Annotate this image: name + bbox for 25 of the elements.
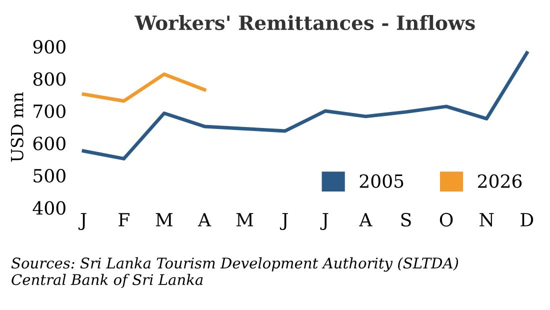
y-tick-label: 700 xyxy=(34,104,66,118)
x-tick-label: M xyxy=(156,213,173,226)
x-tick-label: D xyxy=(520,213,534,226)
source-note: Sources: Sri Lanka Tourism Development Authority (SLTDA) Central Bank of Sri Lanka xyxy=(11,257,458,288)
line-series xyxy=(82,51,529,160)
x-tick-label: M xyxy=(236,213,254,226)
x-tick-label: J xyxy=(78,213,86,230)
y-tick-label: 800 xyxy=(33,72,66,86)
y-axis-title: USD mn xyxy=(10,92,24,162)
x-tick-label: S xyxy=(401,212,411,227)
y-tick-label: 900 xyxy=(33,40,66,54)
line-series xyxy=(82,72,206,103)
y-tick-label: 500 xyxy=(34,168,66,183)
y-tick-label: 600 xyxy=(33,136,66,150)
legend-label: 2026 xyxy=(478,174,522,188)
x-tick-label: A xyxy=(198,213,212,226)
y-tick-label: 400 xyxy=(32,201,66,215)
x-tick-label: O xyxy=(440,212,453,227)
chart-title: Workers' Remittances - Inflows xyxy=(134,15,475,30)
x-tick-label: F xyxy=(118,213,130,226)
x-tick-label: J xyxy=(320,213,328,230)
x-tick-label: A xyxy=(359,213,372,226)
x-tick-label: J xyxy=(280,213,288,230)
legend-label: 2005 xyxy=(360,174,404,188)
x-tick-label: N xyxy=(480,213,494,227)
